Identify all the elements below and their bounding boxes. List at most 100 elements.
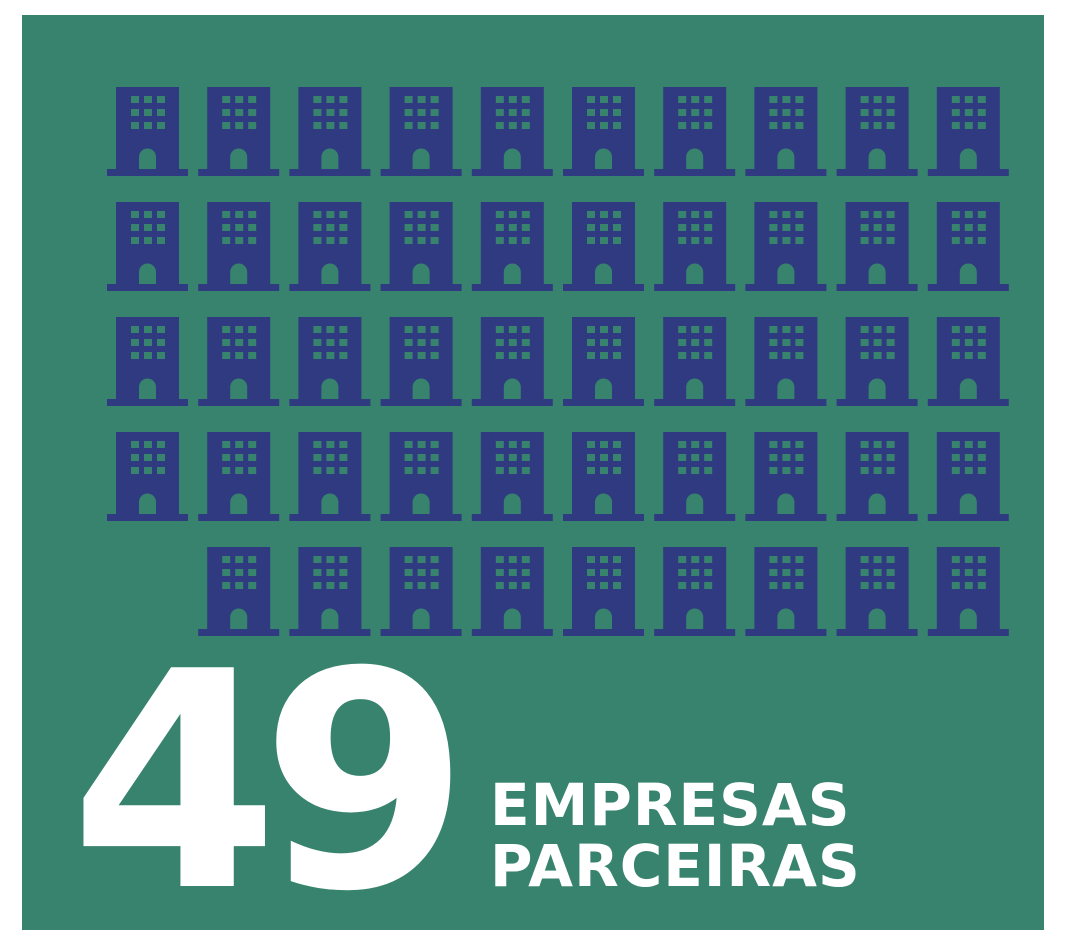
- window: [144, 339, 152, 346]
- door: [230, 493, 248, 514]
- window: [873, 96, 882, 103]
- window: [587, 211, 595, 218]
- window: [964, 326, 973, 333]
- window: [430, 96, 439, 103]
- door: [503, 378, 521, 399]
- window: [222, 339, 231, 346]
- window: [977, 441, 986, 448]
- window: [964, 352, 973, 359]
- window: [521, 569, 530, 576]
- window: [860, 467, 869, 474]
- window: [600, 467, 608, 474]
- window: [417, 352, 426, 359]
- door: [412, 148, 430, 169]
- window: [691, 467, 700, 474]
- window: [248, 326, 257, 333]
- window: [678, 326, 687, 333]
- building-base: [745, 284, 827, 291]
- building-base: [289, 284, 371, 291]
- window: [404, 326, 413, 333]
- window: [495, 237, 504, 244]
- building-base: [198, 629, 280, 636]
- building-base: [198, 284, 280, 291]
- window: [508, 211, 517, 218]
- door: [230, 263, 248, 284]
- window: [222, 467, 231, 474]
- window: [873, 326, 882, 333]
- window: [131, 467, 139, 474]
- door: [139, 148, 156, 169]
- building-base: [107, 284, 188, 291]
- window: [873, 122, 882, 129]
- big-number: 49: [70, 608, 453, 932]
- window: [951, 326, 960, 333]
- window: [521, 352, 530, 359]
- building-base: [836, 514, 918, 521]
- window: [873, 582, 882, 589]
- window: [886, 122, 895, 129]
- window: [691, 224, 700, 231]
- window: [222, 122, 231, 129]
- building-base: [380, 284, 462, 291]
- window: [313, 582, 322, 589]
- building-base: [836, 284, 918, 291]
- window: [521, 582, 530, 589]
- building-base: [927, 284, 1009, 291]
- window: [144, 122, 152, 129]
- window: [326, 582, 335, 589]
- building-icon: [563, 317, 644, 406]
- window: [678, 569, 687, 576]
- window: [508, 569, 517, 576]
- window: [964, 96, 973, 103]
- window: [769, 211, 778, 218]
- window: [600, 211, 608, 218]
- window: [782, 326, 791, 333]
- window: [587, 454, 595, 461]
- window: [977, 224, 986, 231]
- door: [777, 608, 795, 629]
- door: [868, 608, 886, 629]
- window: [678, 211, 687, 218]
- door: [595, 148, 612, 169]
- window: [222, 326, 231, 333]
- window: [235, 109, 244, 116]
- window: [795, 326, 804, 333]
- building-icon: [198, 87, 280, 176]
- window: [691, 441, 700, 448]
- window: [430, 569, 439, 576]
- window: [873, 109, 882, 116]
- door: [321, 608, 339, 629]
- window: [248, 224, 257, 231]
- window: [600, 326, 608, 333]
- building-base: [563, 514, 644, 521]
- window: [977, 582, 986, 589]
- window: [222, 211, 231, 218]
- window: [691, 96, 700, 103]
- building-base: [927, 169, 1009, 176]
- building-icon: [927, 202, 1009, 291]
- building-base: [654, 514, 736, 521]
- window: [326, 569, 335, 576]
- window: [795, 211, 804, 218]
- building-base: [471, 284, 553, 291]
- window: [587, 582, 595, 589]
- window: [157, 109, 165, 116]
- building-icon: [745, 432, 827, 521]
- window: [704, 122, 713, 129]
- window: [951, 224, 960, 231]
- building-base: [107, 399, 188, 406]
- window: [860, 122, 869, 129]
- building-icon: [836, 202, 918, 291]
- window: [326, 211, 335, 218]
- window: [222, 441, 231, 448]
- building-base: [563, 284, 644, 291]
- window: [769, 352, 778, 359]
- door: [686, 608, 704, 629]
- window: [782, 109, 791, 116]
- window: [587, 326, 595, 333]
- window: [769, 339, 778, 346]
- door: [686, 148, 704, 169]
- window: [222, 454, 231, 461]
- window: [977, 352, 986, 359]
- door: [777, 148, 795, 169]
